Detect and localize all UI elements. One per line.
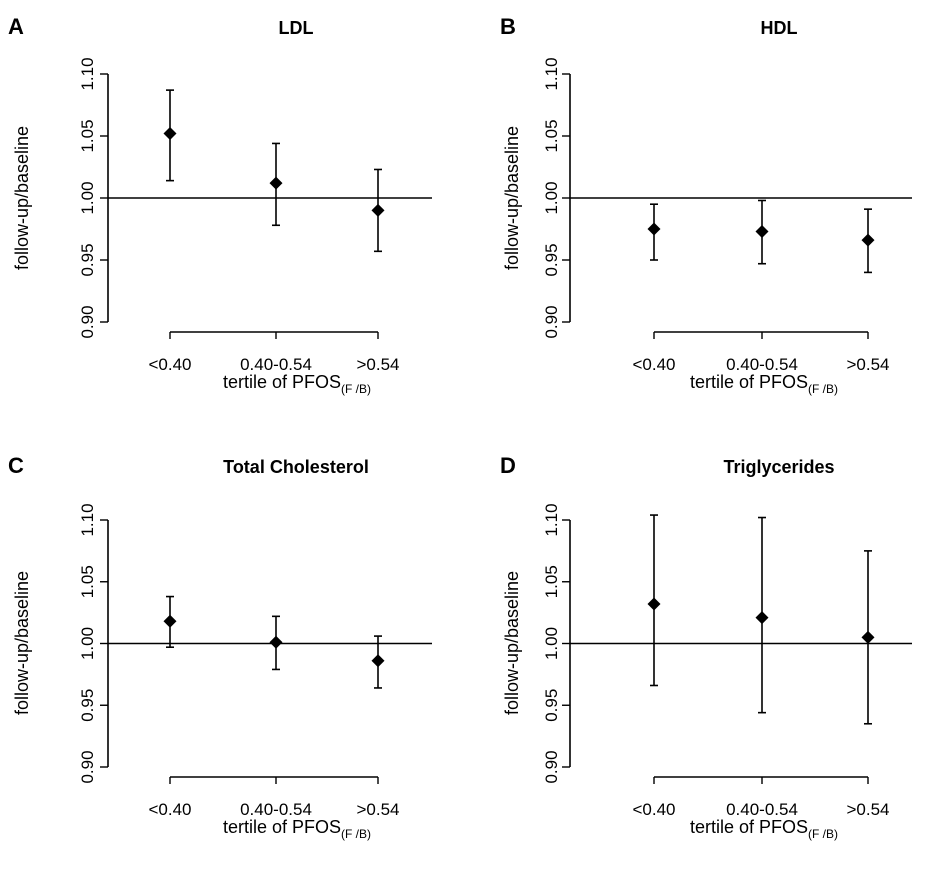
x-tick-label: <0.40 <box>632 800 675 819</box>
data-point <box>755 611 769 625</box>
y-tick-label: 1.05 <box>78 565 97 598</box>
x-tick-label: <0.40 <box>632 355 675 374</box>
panel-b: B HDL 0.90 0.95 1.00 1.05 1.10 <0.40 0.40-0.54 >0… <box>500 14 912 396</box>
panel-d: D Triglycerides 0.90 0.95 1.00 1.05 1.10 <0.40 0… <box>500 453 912 841</box>
y-tick-label: 0.90 <box>542 750 561 783</box>
x-axis-label-subscript: (F /B) <box>341 382 371 396</box>
y-tick-label: 1.00 <box>78 627 97 660</box>
x-axis-label: tertile of PFOS(F /B) <box>223 372 371 396</box>
y-tick-label: 1.10 <box>542 57 561 90</box>
x-axis-label-subscript: (F /B) <box>341 827 371 841</box>
y-tick-label: 1.00 <box>78 181 97 214</box>
x-axis-label-main: tertile of PFOS <box>223 817 341 837</box>
y-axis-label: follow-up/baseline <box>502 571 522 715</box>
y-tick-label: 1.05 <box>78 119 97 152</box>
data-point <box>371 203 385 217</box>
y-tick-label: 0.95 <box>542 689 561 722</box>
y-tick-label: 1.05 <box>542 565 561 598</box>
y-axis-label: follow-up/baseline <box>12 126 32 270</box>
data-point <box>647 597 661 611</box>
panel-a: A LDL 0.90 0.95 1.00 1.05 1.10 <0.40 0.40-0.54 >0… <box>8 14 432 396</box>
panel-letter: B <box>500 14 516 39</box>
panel-c: C Total Cholesterol 0.90 0.95 1.00 1.05 1.10 <0… <box>8 453 432 841</box>
panel-letter: C <box>8 453 24 478</box>
data-point <box>269 176 283 190</box>
x-tick-label: <0.40 <box>148 800 191 819</box>
y-tick-label: 0.95 <box>78 243 97 276</box>
x-tick-label: 0.40-0.54 <box>726 355 798 374</box>
data-point <box>755 224 769 238</box>
y-tick-label: 1.05 <box>542 119 561 152</box>
y-tick-label: 0.90 <box>78 305 97 338</box>
data-point <box>163 127 177 141</box>
x-axis-label: tertile of PFOS(F /B) <box>223 817 371 841</box>
x-tick-label: 0.40-0.54 <box>240 355 312 374</box>
y-tick-label: 1.00 <box>542 627 561 660</box>
y-tick-label: 1.10 <box>78 57 97 90</box>
data-point <box>269 635 283 649</box>
data-point <box>163 614 177 628</box>
chart-title: Total Cholesterol <box>223 457 369 477</box>
x-axis-label-main: tertile of PFOS <box>690 817 808 837</box>
x-axis-label-main: tertile of PFOS <box>690 372 808 392</box>
panel-letter: D <box>500 453 516 478</box>
data-point <box>647 222 661 236</box>
x-axis-label-main: tertile of PFOS <box>223 372 341 392</box>
y-tick-label: 0.95 <box>542 243 561 276</box>
x-tick-label: >0.54 <box>356 355 399 374</box>
chart-title: Triglycerides <box>723 457 834 477</box>
x-tick-label: 0.40-0.54 <box>726 800 798 819</box>
y-tick-label: 0.90 <box>78 750 97 783</box>
x-tick-label: 0.40-0.54 <box>240 800 312 819</box>
chart-title: LDL <box>279 18 314 38</box>
x-axis-label-subscript: (F /B) <box>808 827 838 841</box>
data-point <box>371 654 385 668</box>
x-tick-label: >0.54 <box>356 800 399 819</box>
panel-letter: A <box>8 14 24 39</box>
data-point <box>861 233 875 247</box>
y-axis-label: follow-up/baseline <box>12 571 32 715</box>
x-tick-label: <0.40 <box>148 355 191 374</box>
y-tick-label: 1.10 <box>542 503 561 536</box>
x-tick-label: >0.54 <box>846 800 889 819</box>
y-tick-label: 0.95 <box>78 689 97 722</box>
x-axis-label: tertile of PFOS(F /B) <box>690 817 838 841</box>
data-point <box>861 630 875 644</box>
y-tick-label: 0.90 <box>542 305 561 338</box>
y-tick-label: 1.10 <box>78 503 97 536</box>
x-axis-label: tertile of PFOS(F /B) <box>690 372 838 396</box>
chart-title: HDL <box>761 18 798 38</box>
x-tick-label: >0.54 <box>846 355 889 374</box>
y-tick-label: 1.00 <box>542 181 561 214</box>
x-axis-label-subscript: (F /B) <box>808 382 838 396</box>
y-axis-label: follow-up/baseline <box>502 126 522 270</box>
